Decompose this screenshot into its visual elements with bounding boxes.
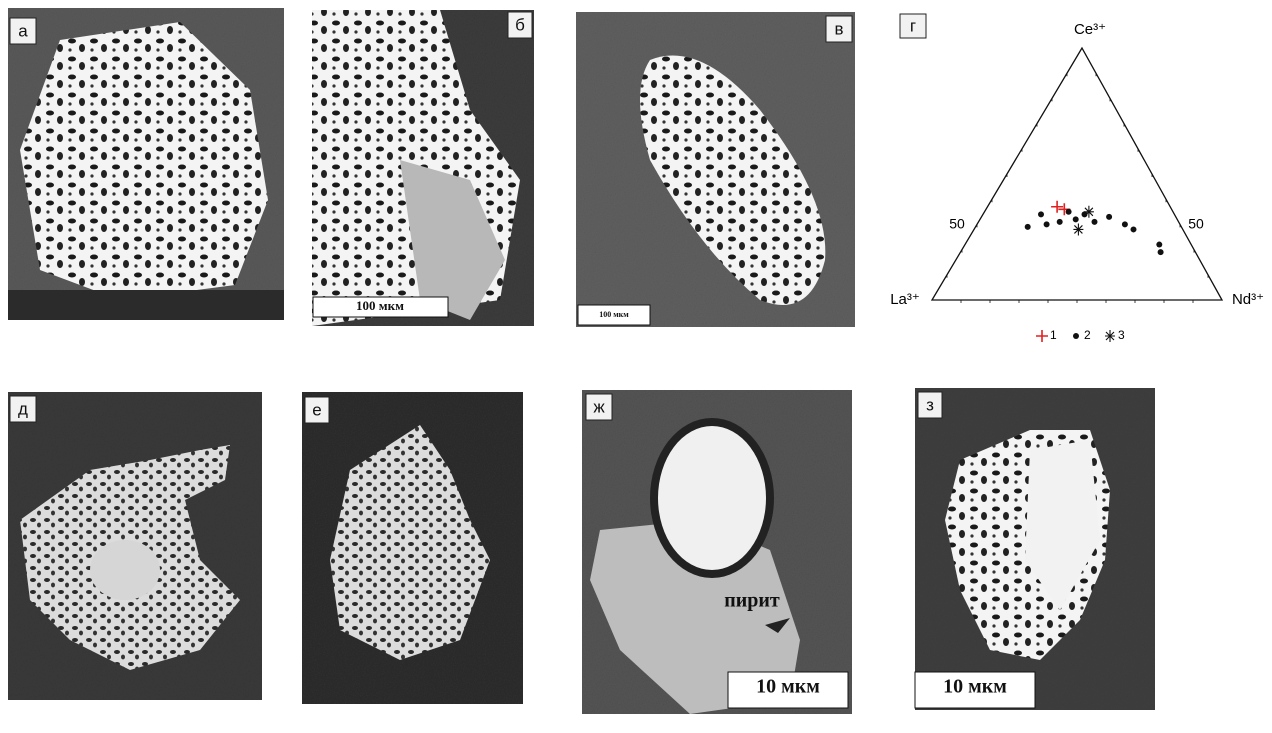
panel-label: б [515,15,525,34]
legend-label: 2 [1084,328,1091,342]
scale-bar-label: 100 мкм [599,310,629,319]
panel-zh: ж пирит 10 мкм [582,390,852,714]
panel-label: в [834,19,843,38]
legend-marker [1036,330,1048,342]
sem-info-bar [8,290,284,320]
point [1106,214,1112,220]
point [1131,226,1137,232]
point [1057,219,1063,225]
point [1073,223,1083,235]
point-shape [1122,221,1128,227]
grain [658,426,766,570]
panel-label: е [312,400,321,419]
point-shape [1066,209,1072,215]
panel-label: ж [593,397,605,416]
point-shape [1105,330,1115,342]
point [1044,221,1050,227]
point-shape [1057,219,1063,225]
scale-bar-label: 10 мкм [756,676,820,698]
panel-label: а [18,21,28,40]
point-shape [1025,224,1031,230]
point-shape [1092,219,1098,225]
point [1025,224,1031,230]
point-shape [1158,249,1164,255]
panel-d: д [8,392,262,733]
point-shape [1084,206,1094,218]
panel-e: е [302,392,523,704]
ternary-panel: г La³⁺ Ce³⁺ Nd³⁺ 50 50 1 2 3 [890,14,1264,342]
annotation: пирит [724,590,780,612]
point-shape [1073,333,1079,339]
panel-a: а [8,8,284,320]
point [1051,201,1063,213]
point-shape [1073,223,1083,235]
panel-label: д [18,399,28,418]
legend-marker [1105,330,1115,342]
apex-label: Ce³⁺ [1074,21,1106,38]
scale-bar-label: 10 мкм [943,676,1007,698]
point [1084,206,1094,218]
point-shape [1051,201,1063,213]
panel-c: в 100 мкм [576,12,855,327]
point-shape [1106,214,1112,220]
legend-marker [1073,333,1079,339]
panel-z: з 10 мкм [915,388,1155,710]
legend-label: 1 [1050,328,1057,342]
point-shape [1073,216,1079,222]
point-shape [1131,226,1137,232]
point [1156,242,1162,248]
point-shape [1156,242,1162,248]
point [1122,221,1128,227]
point [1073,216,1079,222]
figure: а б 100 мкм в 100 мкм г La³⁺ Ce³⁺ Nd³⁺ 5… [0,0,1272,733]
point-shape [1038,211,1044,217]
sem-info-bar [8,700,262,733]
apex-label: Nd³⁺ [1232,291,1264,308]
side-label: 50 [1188,216,1204,232]
panel-b: б 100 мкм [312,10,534,326]
scale-bar-label: 100 мкм [356,298,404,313]
apex-label: La³⁺ [890,291,920,308]
point [1066,209,1072,215]
point [1092,219,1098,225]
point-shape [1044,221,1050,227]
point [1158,249,1164,255]
point-shape [1036,330,1048,342]
side-label: 50 [949,216,965,232]
triangle [932,48,1222,300]
legend-label: 3 [1118,328,1125,342]
panel-label: г [910,16,916,35]
panel-label: з [926,395,934,414]
point [1038,211,1044,217]
core [90,540,160,600]
